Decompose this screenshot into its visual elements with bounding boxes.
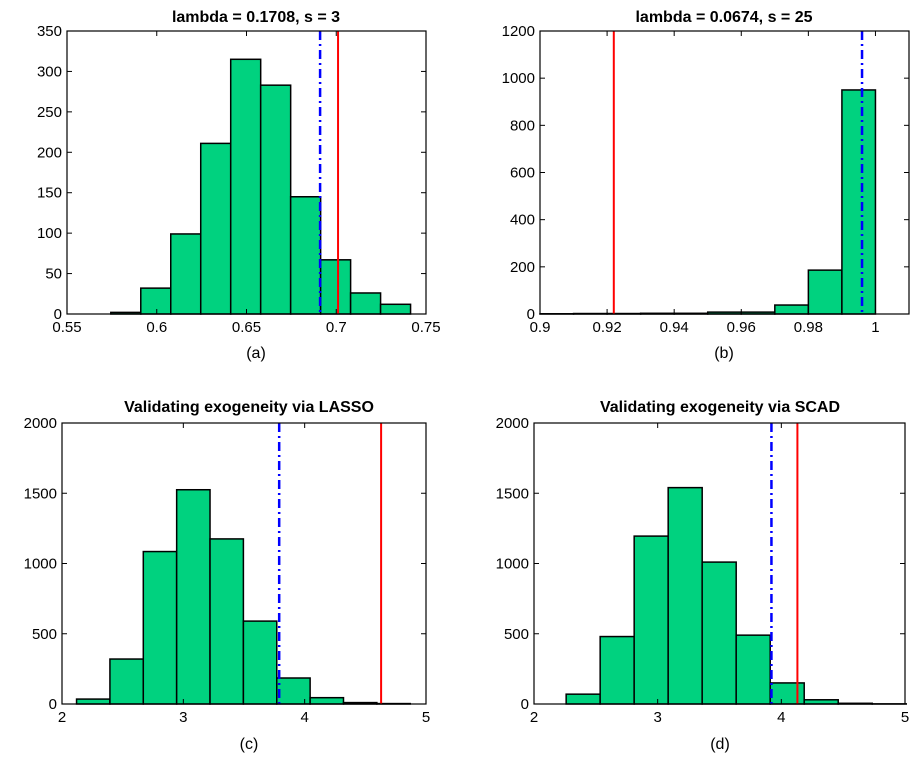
panel-a-x-tick-label: 0.55 (52, 319, 81, 336)
panel-d-bar (565, 693, 601, 705)
panel-a-plot-area: 0.55 0.6 0.65 0.7 0.75 0 50 100 150 200 250 300 350 (37, 23, 441, 336)
panel-b-x-tick-label: 0.94 (660, 319, 689, 336)
panel-d-y-tick-label: 1000 (496, 556, 529, 573)
panel-c-bar (309, 696, 345, 705)
panel-d-title: Validating exogeneity via SCAD (600, 399, 840, 416)
panel-d-y-tick-label: 2000 (496, 415, 529, 432)
panel-b-y-tick-label: 400 (510, 212, 535, 229)
panel-a: lambda = 0.1708, s = 3 0.55 0.6 0.65 0.7 0.7… (37, 9, 441, 362)
panel-b-title: lambda = 0.0674, s = 25 (635, 9, 812, 26)
panel-d-x-tick-label: 2 (530, 709, 538, 726)
panel-b-bar (841, 89, 877, 315)
panel-a-bar (170, 233, 202, 315)
panel-c-x-tick-label: 5 (422, 709, 430, 726)
panel-c-y-tick-label: 2000 (24, 415, 57, 432)
panel-a-y-tick-label: 100 (37, 225, 62, 242)
panel-a-x-tick-label: 0.75 (411, 319, 440, 336)
panel-b-caption: (b) (714, 345, 734, 362)
panel-d-caption: (d) (710, 736, 730, 753)
panel-d-y-tick-label: 500 (504, 626, 529, 643)
panel-b-y-tick-label: 600 (510, 165, 535, 182)
panel-a-bar (259, 84, 292, 315)
panel-d-bar (633, 535, 669, 705)
panel-c-bar (109, 658, 145, 705)
panel-a-bar (289, 196, 322, 315)
panel-a-y-tick-label: 300 (37, 63, 62, 80)
panel-b-y-tick-label: 800 (510, 117, 535, 134)
panel-b-x-tick-label: 0.96 (727, 319, 756, 336)
panel-c-bar (175, 488, 211, 705)
panel-b-y-tick-label: 0 (527, 306, 535, 323)
panel-d-y-tick-label: 1500 (496, 485, 529, 502)
panel-d-bar (769, 682, 805, 705)
panel-c-bar (142, 550, 178, 705)
panel-a-bar (199, 142, 232, 315)
panel-b-x-tick-label: 0.9 (530, 319, 551, 336)
panel-b-y-tick-label: 200 (510, 259, 535, 276)
panel-c-y-tick-label: 0 (49, 696, 57, 713)
panel-b-plot-area: 0.9 0.92 0.94 0.96 0.98 1 0 200 400 600 800 1000 120… (502, 23, 910, 336)
panel-a-x-tick-label: 0.7 (326, 319, 347, 336)
panel-c-y-tick-label: 1500 (24, 485, 57, 502)
panel-a-x-tick-label: 0.6 (146, 319, 167, 336)
panel-b-x-tick-label: 1 (871, 319, 879, 336)
panel-a-y-tick-label: 200 (37, 144, 62, 161)
panel-d-x-tick-label: 4 (777, 709, 785, 726)
panel-c-bar (75, 698, 111, 705)
panel-b-bar (807, 269, 843, 315)
panel-d-bar (667, 486, 703, 705)
panel-d-bar (701, 561, 737, 705)
panel-a-y-tick-label: 250 (37, 104, 62, 121)
panel-b-y-tick-label: 1000 (502, 70, 535, 87)
panel-a-y-tick-label: 350 (37, 23, 62, 40)
panel-c-plot-area: 2 3 4 5 0 500 1000 1500 2000 (24, 415, 431, 726)
panel-a-bar (379, 303, 412, 315)
panel-a-x-tick-label: 0.65 (232, 319, 261, 336)
panel-c-title: Validating exogeneity via LASSO (124, 399, 374, 416)
panel-b-x-tick-label: 0.98 (794, 319, 823, 336)
panel-a-y-tick-label: 0 (54, 306, 62, 323)
panel-d-bar (735, 634, 771, 705)
panel-a-caption: (a) (246, 345, 266, 362)
panel-a-bar (229, 58, 262, 315)
panel-c-y-tick-label: 1000 (24, 556, 57, 573)
panel-d-x-tick-label: 3 (653, 709, 661, 726)
panel-a-y-tick-label: 150 (37, 185, 62, 202)
panel-c-x-tick-label: 2 (58, 709, 66, 726)
panel-c-bar (209, 538, 245, 705)
panel-d: Validating exogeneity via SCAD 2 3 4 5 0 500 1… (496, 399, 910, 753)
panel-b-y-tick-label: 1200 (502, 23, 535, 40)
panel-a-title: lambda = 0.1708, s = 3 (172, 9, 340, 26)
panel-d-y-tick-label: 0 (521, 696, 529, 713)
panel-c: Validating exogeneity via LASSO 2 3 4 5 0 500… (24, 399, 431, 753)
panel-a-bar (140, 287, 172, 315)
panel-c-bar (242, 620, 278, 705)
panel-c-x-tick-label: 4 (300, 709, 308, 726)
panel-b: lambda = 0.0674, s = 25 0.9 0.92 0.94 0.96 0… (502, 9, 910, 362)
panel-c-caption: (c) (240, 736, 259, 753)
panel-c-x-tick-label: 3 (179, 709, 187, 726)
panel-d-x-tick-label: 5 (901, 709, 909, 726)
panel-b-x-tick-label: 0.92 (592, 319, 621, 336)
panel-b-bar (774, 304, 810, 315)
panel-a-bar (319, 259, 352, 315)
panel-a-y-tick-label: 50 (45, 266, 62, 283)
panel-a-bar (349, 292, 382, 315)
panel-d-bar (803, 699, 839, 705)
panel-c-y-tick-label: 500 (32, 626, 57, 643)
panel-d-bar (599, 635, 635, 705)
panel-d-plot-area: 2 3 4 5 0 500 1000 1500 2000 (496, 415, 910, 726)
